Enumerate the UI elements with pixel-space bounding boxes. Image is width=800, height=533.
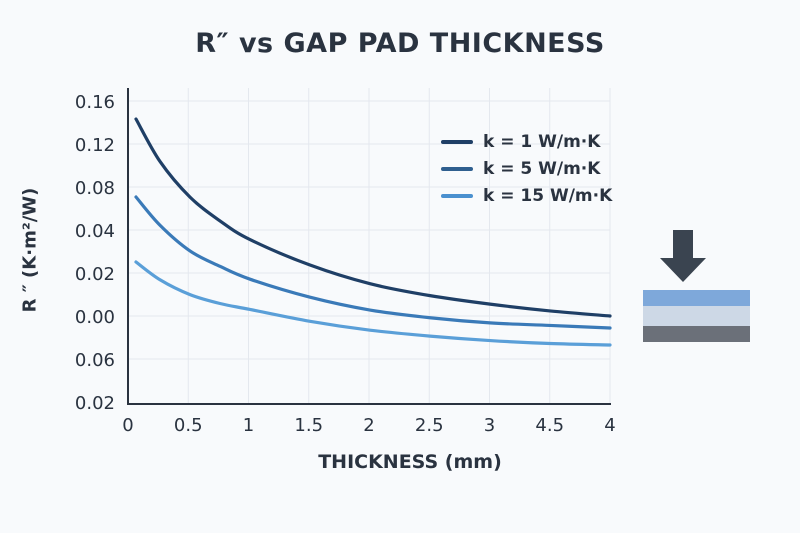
x-tick-label: 2 (363, 415, 374, 436)
legend-swatch-icon (441, 139, 473, 144)
legend-item: k = 1 W/m·K (441, 128, 612, 155)
down-arrow-icon (660, 230, 706, 282)
y-tick-label: 0.02 (75, 393, 115, 414)
pad-layer-bottom (643, 326, 750, 342)
x-tick-label: 1 (243, 415, 254, 436)
x-tick-label: 0.5 (174, 415, 203, 436)
y-tick-label: 0.12 (75, 135, 115, 156)
legend-label: k = 5 W/m·K (483, 158, 601, 179)
y-tick-label: 0.04 (75, 221, 115, 242)
x-tick-labels: 0 0.5 1 1.5 2 2.5 3 4.5 4 (122, 415, 615, 436)
pad-layer-top (643, 290, 750, 306)
gap-pad-illustration (643, 230, 750, 342)
x-axis-label: THICKNESS (mm) (318, 451, 502, 473)
y-tick-labels: 0.16 0.12 0.08 0.04 0.02 0.00 0.06 0.02 (75, 92, 115, 414)
y-tick-label: 0.08 (75, 178, 115, 199)
legend-label: k = 15 W/m·K (483, 185, 613, 206)
x-tick-label: 1.5 (294, 415, 323, 436)
x-tick-label: 2.5 (415, 415, 444, 436)
x-tick-label: 3 (484, 415, 495, 436)
y-tick-label: 0.00 (75, 307, 115, 328)
legend-item: k = 15 W/m·K (441, 182, 612, 209)
legend-label: k = 1 W/m·K (483, 131, 601, 152)
legend-item: k = 5 W/m·K (441, 155, 612, 182)
pad-layer-middle (643, 306, 750, 326)
legend: k = 1 W/m·K k = 5 W/m·K k = 15 W/m·K (441, 128, 612, 209)
series-line (134, 260, 612, 347)
legend-swatch-icon (441, 166, 473, 171)
chart-title: R″ vs GAP PAD THICKNESS (195, 28, 605, 59)
y-tick-label: 0.16 (75, 92, 115, 113)
x-tick-label: 4.5 (535, 415, 564, 436)
legend-swatch-icon (441, 193, 473, 198)
x-tick-label: 4 (604, 415, 615, 436)
series-line (134, 117, 612, 318)
series-line (134, 195, 612, 330)
y-tick-label: 0.06 (75, 350, 115, 371)
x-tick-label: 0 (122, 415, 133, 436)
data-series (134, 117, 612, 347)
gridlines (128, 88, 611, 403)
y-tick-label: 0.02 (75, 264, 115, 285)
